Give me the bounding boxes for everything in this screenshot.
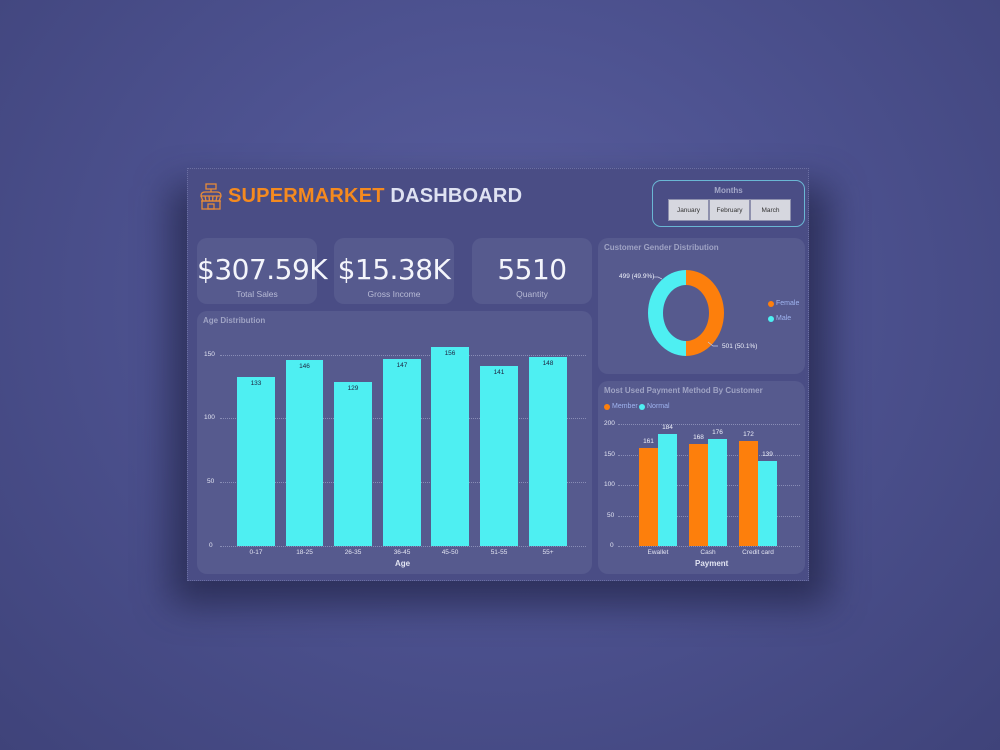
bar-age-18-25[interactable]: [286, 360, 323, 546]
legend-member[interactable]: Member: [604, 403, 638, 410]
x-tick: 0-17: [249, 549, 263, 556]
kpi-value: $15.38K: [337, 253, 451, 286]
months-filter-label: Months: [714, 186, 743, 195]
bar-value-label: 141: [493, 369, 505, 376]
kpi-label: Gross Income: [367, 289, 421, 299]
bar-value-label: 161: [643, 438, 654, 445]
y-tick: 50: [607, 512, 615, 519]
months-filter: Months January February March: [652, 180, 805, 227]
kpi-label: Quantity: [516, 289, 548, 299]
bar-age-51-55[interactable]: [480, 366, 518, 546]
donut-slice-female: [686, 270, 724, 356]
y-tick: 150: [204, 351, 215, 358]
bar-creditcard-normal[interactable]: [758, 461, 777, 546]
x-tick: 18-25: [296, 549, 313, 556]
bar-value-label: 148: [542, 360, 554, 367]
bar-age-26-35[interactable]: [334, 382, 372, 546]
x-tick: Ewallet: [647, 549, 669, 556]
kpi-value: $307.59K: [197, 253, 328, 286]
legend-label: Male: [776, 315, 792, 322]
bar-value-label: 139: [762, 451, 773, 458]
y-tick: 200: [604, 420, 615, 427]
bar-creditcard-member[interactable]: [739, 441, 758, 546]
title-dashboard: DASHBOARD: [390, 185, 523, 207]
legend-male[interactable]: Male: [768, 315, 791, 322]
gridline: [220, 546, 586, 547]
x-tick: 51-55: [490, 549, 508, 556]
bar-value-label: 184: [662, 424, 673, 431]
legend-label: Member: [612, 403, 638, 410]
payment-chart-title: Most Used Payment Method By Customer: [604, 386, 763, 395]
bar-value-label: 129: [347, 385, 359, 392]
gridline: [618, 546, 800, 547]
month-january-button[interactable]: January: [668, 199, 709, 221]
bar-value-label: 147: [396, 362, 408, 369]
gridline: [220, 355, 586, 356]
store-icon: [200, 183, 222, 210]
gender-donut-chart[interactable]: [648, 270, 724, 356]
kpi-card-gross-income: $15.38K Gross Income: [334, 238, 454, 304]
legend-label: Normal: [647, 403, 670, 410]
bar-ewallet-member[interactable]: [639, 448, 658, 546]
male-data-label: 499 (49.9%): [619, 273, 655, 280]
female-legend-dot-icon: [768, 300, 774, 307]
age-chart-title: Age Distribution: [203, 316, 266, 325]
normal-legend-dot-icon: [639, 403, 645, 410]
x-tick: Cash: [700, 549, 716, 556]
bar-ewallet-normal[interactable]: [658, 434, 677, 546]
month-march-button[interactable]: March: [750, 199, 791, 221]
y-tick: 100: [204, 414, 215, 421]
bar-value-label: 133: [250, 380, 262, 387]
legend-label: Female: [776, 300, 800, 307]
gender-chart-title: Customer Gender Distribution: [604, 243, 719, 252]
bar-age-36-45[interactable]: [383, 359, 421, 546]
female-data-label: 501 (50.1%): [722, 343, 758, 350]
kpi-label: Total Sales: [236, 289, 278, 299]
bar-value-label: 156: [444, 350, 456, 357]
x-tick: 36-45: [393, 549, 411, 556]
bar-cash-normal[interactable]: [708, 439, 727, 546]
member-legend-dot-icon: [604, 403, 610, 410]
male-legend-dot-icon: [768, 315, 774, 322]
x-axis-title: Payment: [695, 559, 729, 568]
y-tick: 50: [207, 478, 215, 485]
bar-value-label: 168: [693, 434, 704, 441]
legend-normal[interactable]: Normal: [639, 403, 670, 410]
bar-age-0-17[interactable]: [237, 377, 275, 546]
bar-cash-member[interactable]: [689, 444, 708, 546]
kpi-card-total-sales: $307.59K Total Sales: [197, 238, 328, 304]
donut-leader-lines: [653, 276, 718, 347]
bar-value-label: 172: [743, 431, 754, 438]
y-tick: 0: [610, 542, 614, 549]
y-tick: 100: [604, 481, 615, 488]
bar-age-45-50[interactable]: [431, 347, 469, 546]
page-title: SUPERMARKET DASHBOARD: [228, 185, 522, 208]
kpi-value: 5510: [497, 253, 567, 286]
x-tick: 26-35: [344, 549, 362, 556]
legend-female[interactable]: Female: [768, 300, 799, 307]
bar-age-55-plus[interactable]: [529, 357, 567, 546]
y-tick: 0: [209, 542, 213, 549]
x-tick: Credit card: [742, 549, 774, 556]
gridline: [618, 424, 800, 425]
bar-value-label: 176: [712, 429, 723, 436]
y-tick: 150: [604, 451, 615, 458]
month-february-button[interactable]: February: [709, 199, 750, 221]
x-tick: 55+: [542, 549, 554, 556]
bar-value-label: 146: [299, 363, 310, 370]
x-tick: 45-50: [441, 549, 459, 556]
title-supermarket: SUPERMARKET: [228, 185, 385, 207]
x-axis-title: Age: [395, 559, 411, 568]
kpi-card-quantity: 5510 Quantity: [472, 238, 592, 304]
donut-slice-male: [648, 270, 686, 356]
